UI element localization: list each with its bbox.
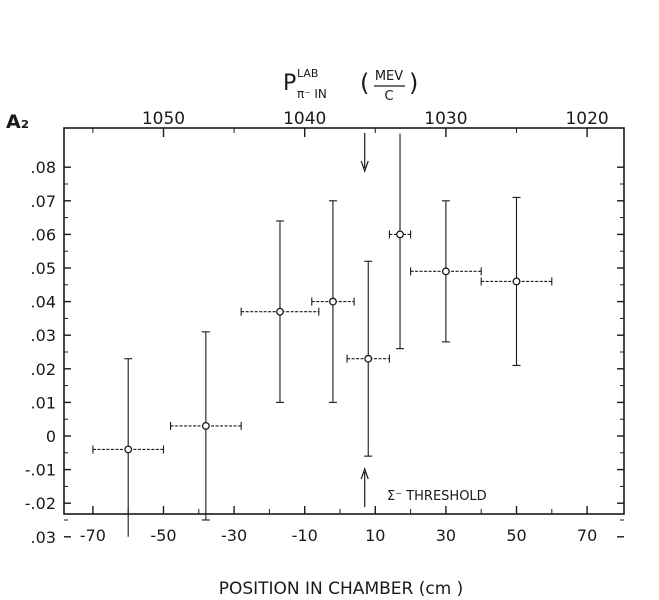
top-axis-unit-open-paren: ( — [360, 69, 369, 97]
y-axis-ticks: .03 -.02 -.01 0 .01 .02 .03 .04 .05 .06 .07 .08 — [25, 158, 624, 547]
data-point — [170, 331, 242, 521]
top-axis-label-subscript: π⁻ IN — [297, 87, 327, 101]
chart-frame — [63, 127, 625, 515]
data-point — [480, 196, 553, 366]
data-marker — [396, 230, 404, 239]
top-axis-label-superscript: LAB — [297, 67, 318, 80]
y-tick-label: .04 — [31, 293, 56, 312]
y-tick-label: .08 — [31, 158, 56, 177]
data-marker — [441, 267, 450, 276]
x-axis-ticks: -70 -50 -30 -10 10 30 50 70 — [80, 506, 597, 545]
top-axis-unit-close-paren: ) — [409, 69, 418, 97]
top-axis-label: P LAB π⁻ IN ( MEV C ) — [283, 67, 418, 104]
y-tick-label: .02 — [31, 360, 56, 379]
y-tick-label: .03 — [31, 528, 56, 547]
data-point — [346, 260, 390, 457]
data-point — [410, 200, 482, 343]
threshold-marker: Σ⁻ THRESHOLD — [360, 133, 487, 507]
data-point — [388, 133, 412, 350]
y-tick-label: .05 — [31, 259, 56, 278]
data-points — [92, 133, 553, 537]
data-marker — [201, 421, 210, 430]
data-marker — [512, 277, 521, 286]
data-marker — [124, 445, 133, 454]
y-tick-label: -.01 — [25, 461, 56, 480]
data-point — [311, 200, 355, 403]
x-tick-label: -10 — [292, 526, 318, 545]
y-tick-label: .07 — [31, 192, 56, 211]
x-axis-label: POSITION IN CHAMBER (cm ) — [219, 579, 464, 599]
data-point — [92, 358, 165, 537]
x-tick-label: 70 — [577, 526, 597, 545]
data-point — [240, 220, 320, 403]
top-tick-label: 1040 — [283, 109, 326, 129]
threshold-arrow-bottom-head — [360, 467, 369, 480]
y-tick-label: 0 — [46, 427, 56, 446]
top-axis-unit-denominator: C — [384, 89, 393, 104]
top-tick-label: 1050 — [142, 109, 185, 129]
x-tick-label: -50 — [150, 526, 176, 545]
y-tick-label: -.02 — [25, 494, 56, 513]
top-tick-label: 1020 — [565, 109, 608, 129]
y-tick-label: .03 — [31, 326, 56, 345]
threshold-arrow-top-head — [360, 160, 369, 173]
y-tick-label: .01 — [31, 393, 56, 412]
x-tick-label: 10 — [365, 526, 385, 545]
x-tick-label: -30 — [221, 526, 247, 545]
top-axis-unit-numerator: MEV — [375, 69, 403, 84]
data-marker — [364, 354, 373, 363]
y-axis-label: A₂ — [6, 111, 29, 133]
data-marker — [328, 297, 337, 306]
top-axis-label-main: P — [283, 71, 296, 96]
threshold-label: Σ⁻ THRESHOLD — [387, 489, 487, 504]
data-marker — [276, 307, 284, 316]
x-tick-label: 50 — [506, 526, 526, 545]
y-tick-label: .06 — [31, 225, 56, 244]
x-tick-label: -70 — [80, 526, 106, 545]
x-tick-label: 30 — [436, 526, 456, 545]
top-axis-ticks: 1050 1040 1030 1020 — [92, 109, 609, 137]
top-tick-label: 1030 — [424, 109, 467, 129]
